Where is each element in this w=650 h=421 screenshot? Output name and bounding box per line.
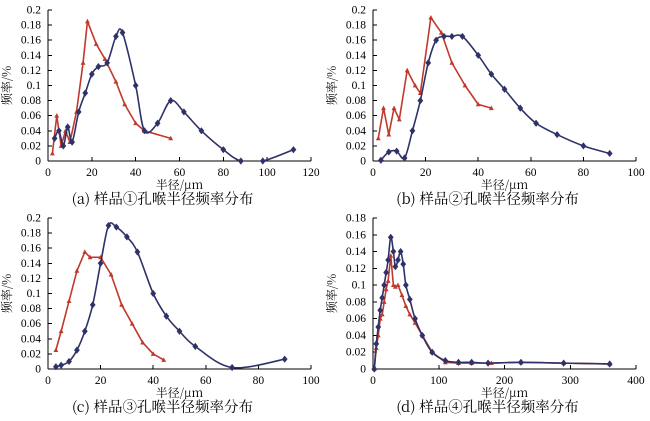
svg-text:0.16: 0.16 <box>21 243 41 255</box>
svg-text:0.08: 0.08 <box>346 95 366 107</box>
svg-text:0.1: 0.1 <box>27 288 42 300</box>
svg-text:0.16: 0.16 <box>346 35 366 47</box>
svg-text:0.08: 0.08 <box>346 296 366 308</box>
svg-text:频率/%: 频率/% <box>0 66 15 105</box>
svg-text:0.12: 0.12 <box>346 263 366 275</box>
svg-text:0.02: 0.02 <box>21 348 41 360</box>
svg-text:0.1: 0.1 <box>352 280 367 292</box>
svg-text:频率/%: 频率/% <box>325 66 340 105</box>
svg-text:0.2: 0.2 <box>27 213 42 225</box>
svg-text:0: 0 <box>45 375 51 387</box>
svg-text:0: 0 <box>35 156 41 168</box>
svg-text:80: 80 <box>578 167 590 179</box>
svg-text:0.2: 0.2 <box>352 5 367 17</box>
svg-text:100: 100 <box>430 375 448 387</box>
svg-text:0.1: 0.1 <box>352 80 367 92</box>
svg-text:0.04: 0.04 <box>346 330 366 342</box>
svg-text:0.06: 0.06 <box>21 318 41 330</box>
svg-text:0.14: 0.14 <box>346 246 366 258</box>
svg-text:0: 0 <box>35 364 41 376</box>
svg-text:20: 20 <box>420 167 432 179</box>
svg-text:0.06: 0.06 <box>21 110 41 122</box>
svg-text:120: 120 <box>302 167 320 179</box>
svg-text:100: 100 <box>627 167 645 179</box>
svg-text:0.2: 0.2 <box>27 5 42 17</box>
svg-text:(d) 样品④孔喉半径频率分布: (d) 样品④孔喉半径频率分布 <box>396 396 578 416</box>
svg-text:(a) 样品①孔喉半径频率分布: (a) 样品①孔喉半径频率分布 <box>72 188 254 208</box>
svg-text:40: 40 <box>130 167 142 179</box>
svg-text:0.02: 0.02 <box>346 347 366 359</box>
svg-text:0.18: 0.18 <box>346 20 366 32</box>
svg-text:0.04: 0.04 <box>21 125 41 137</box>
svg-text:0: 0 <box>360 156 366 168</box>
svg-text:0: 0 <box>360 364 366 376</box>
svg-text:0.04: 0.04 <box>21 333 41 345</box>
svg-text:80: 80 <box>253 375 265 387</box>
svg-text:0: 0 <box>45 167 51 179</box>
svg-text:0.02: 0.02 <box>346 140 366 152</box>
svg-text:0: 0 <box>370 167 376 179</box>
svg-text:0.08: 0.08 <box>21 303 41 315</box>
svg-text:0.04: 0.04 <box>346 125 366 137</box>
svg-text:0.18: 0.18 <box>346 213 366 225</box>
svg-text:(c) 样品③孔喉半径频率分布: (c) 样品③孔喉半径频率分布 <box>72 396 253 416</box>
svg-text:0.18: 0.18 <box>21 20 41 32</box>
svg-text:0.14: 0.14 <box>21 50 41 62</box>
svg-text:(b) 样品②孔喉半径频率分布: (b) 样品②孔喉半径频率分布 <box>396 188 579 208</box>
svg-text:0.18: 0.18 <box>21 228 41 240</box>
svg-text:频率/%: 频率/% <box>325 274 340 313</box>
svg-text:0.16: 0.16 <box>21 35 41 47</box>
svg-text:20: 20 <box>95 375 107 387</box>
svg-text:100: 100 <box>259 167 277 179</box>
svg-text:0.1: 0.1 <box>27 80 42 92</box>
svg-text:100: 100 <box>302 375 320 387</box>
svg-text:0.14: 0.14 <box>346 50 366 62</box>
svg-text:80: 80 <box>218 167 230 179</box>
svg-text:20: 20 <box>86 167 98 179</box>
svg-text:0.06: 0.06 <box>346 110 366 122</box>
svg-text:0.06: 0.06 <box>346 313 366 325</box>
svg-text:0.14: 0.14 <box>21 258 41 270</box>
svg-text:300: 300 <box>562 375 580 387</box>
svg-text:0.12: 0.12 <box>21 65 41 77</box>
svg-text:0.12: 0.12 <box>21 273 41 285</box>
svg-text:0.02: 0.02 <box>21 140 41 152</box>
svg-text:频率/%: 频率/% <box>0 274 15 313</box>
svg-text:0.16: 0.16 <box>346 229 366 241</box>
svg-text:0: 0 <box>370 375 376 387</box>
svg-text:0.08: 0.08 <box>21 95 41 107</box>
svg-text:0.12: 0.12 <box>346 65 366 77</box>
svg-text:400: 400 <box>627 375 645 387</box>
